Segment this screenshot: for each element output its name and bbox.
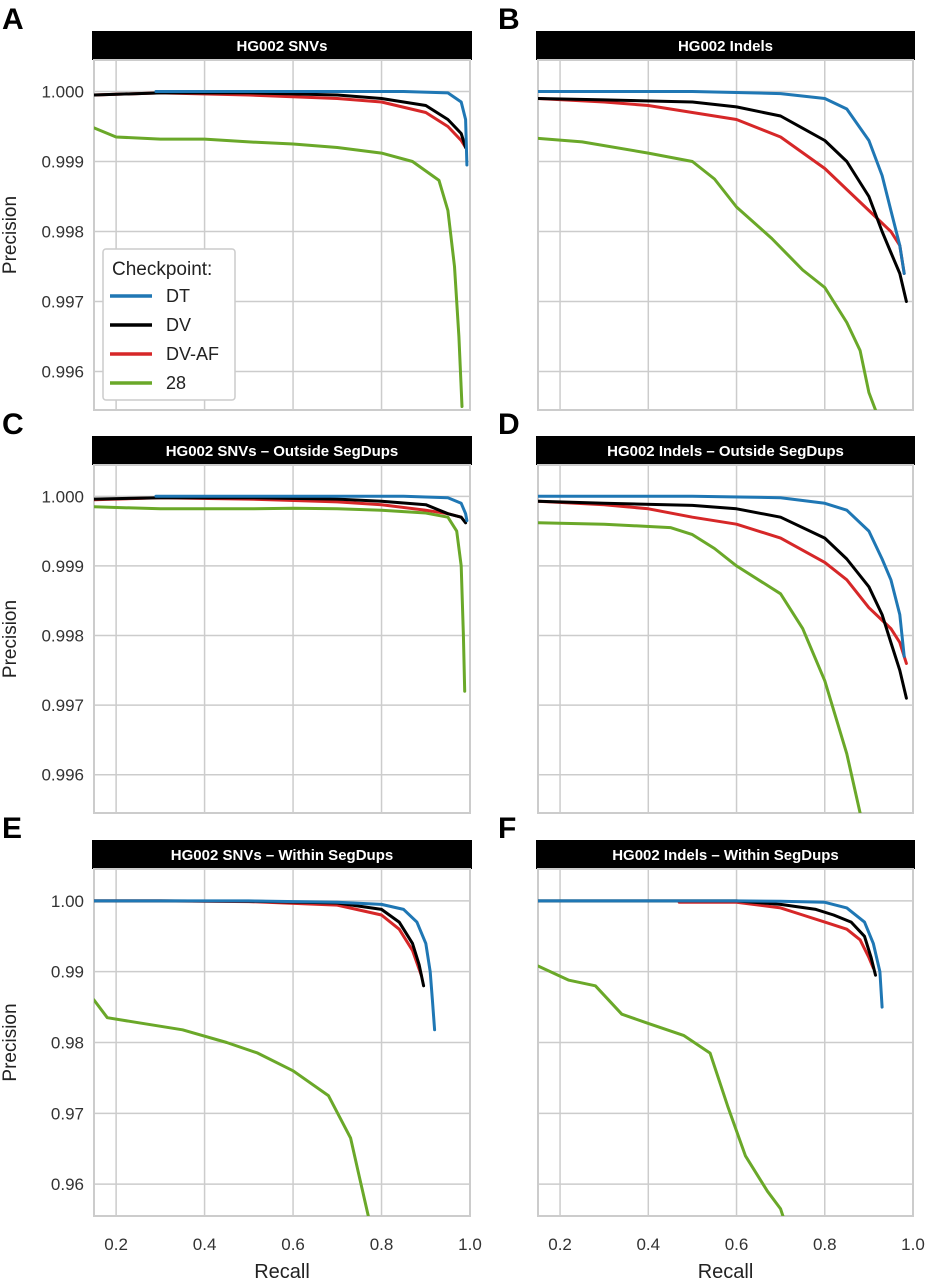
plot-frame: [537, 868, 914, 1217]
series-line-dv-af: [538, 97, 906, 275]
panel-title: HG002 SNVs – Within SegDups: [171, 847, 393, 864]
panel-letter: B: [498, 3, 520, 36]
panel-title-bar: [536, 840, 915, 869]
plot-frame: [537, 59, 914, 411]
x-axis-label: Recall: [254, 1261, 310, 1280]
panel-title: HG002 SNVs: [237, 38, 328, 55]
x-tick-label: 0.6: [281, 1235, 305, 1254]
series-line-dt: [538, 90, 906, 275]
y-tick-label: 0.996: [41, 766, 84, 785]
y-axis-label: Precision: [0, 1003, 21, 1081]
panel-e: E HG002 SNVs – Within SegDups 0.96 0.97 0.98…: [0, 812, 482, 1280]
panel-d: D HG002 Indels – Outside SegDups: [498, 408, 915, 814]
series-line-dv: [538, 499, 908, 700]
panel-letter: C: [2, 408, 24, 441]
x-tick-label: 0.2: [104, 1235, 128, 1254]
x-tick-label: 0.4: [636, 1235, 660, 1254]
legend-label: DT: [166, 286, 190, 306]
y-tick-label: 0.99: [51, 963, 84, 982]
plot-frame: [93, 464, 471, 814]
y-tick-label: 0.998: [41, 223, 84, 242]
y-tick-label: 0.999: [41, 557, 84, 576]
panel-letter: A: [2, 3, 24, 36]
y-tick-label: 0.96: [51, 1175, 84, 1194]
series-line-28: [538, 964, 785, 1216]
panel-a: A HG002 SNVs 0.996 0.997 0.998 0.999 1.000 Prec…: [0, 3, 472, 411]
y-tick-label: 0.996: [41, 363, 84, 382]
y-tick-label: 1.00: [51, 892, 84, 911]
y-tick-label: 0.97: [51, 1104, 84, 1123]
x-tick-label: 0.2: [548, 1235, 572, 1254]
x-tick-label: 0.8: [813, 1235, 837, 1254]
panel-title-bar: [536, 436, 915, 465]
panel-title: HG002 SNVs – Outside SegDups: [166, 443, 399, 460]
panel-title: HG002 Indels: [678, 38, 773, 55]
series-line-dt: [94, 899, 437, 1032]
plot-frame: [93, 59, 471, 411]
legend-box: [102, 248, 236, 401]
legend-label: 28: [166, 373, 186, 393]
series-line-28: [94, 505, 467, 693]
legend: Checkpoint: DT DV DV-AF 28: [102, 248, 236, 401]
x-tick-label: 0.4: [193, 1235, 217, 1254]
y-tick-label: 0.998: [41, 627, 84, 646]
series-line-dv: [538, 97, 908, 303]
legend-label: DV: [166, 315, 191, 335]
panel-letter: F: [498, 812, 516, 845]
y-tick-label: 0.999: [41, 153, 84, 172]
y-tick-label: 0.98: [51, 1034, 84, 1053]
series-line-dv-af: [677, 900, 875, 970]
x-tick-label: 0.6: [725, 1235, 749, 1254]
series-line-dt: [538, 494, 906, 658]
panel-c: C HG002 SNVs – Outside SegDups 0.996 0.997 0…: [0, 408, 472, 814]
panel-b: B HG002 Indels: [498, 3, 915, 411]
x-tick-label: 1.0: [458, 1235, 482, 1254]
series-line-dv-af: [538, 499, 908, 665]
panel-title: HG002 Indels – Outside SegDups: [607, 443, 844, 460]
plot-frame: [537, 464, 914, 814]
x-tick-label: 1.0: [901, 1235, 925, 1254]
legend-label: DV-AF: [166, 344, 219, 364]
panel-f: F HG002 Indels – Within SegDups 0.2 0.4 0.6 0…: [498, 812, 925, 1280]
series-line-dt: [154, 494, 469, 523]
series-line-28: [94, 126, 464, 408]
panel-letter: D: [498, 408, 520, 441]
series-line-28: [538, 521, 862, 813]
x-tick-label: 0.8: [370, 1235, 394, 1254]
y-tick-label: 1.000: [41, 83, 84, 102]
panel-letter: E: [2, 812, 22, 845]
series-line-dt: [154, 90, 469, 167]
y-tick-label: 1.000: [41, 487, 84, 506]
series-line-dv-af: [94, 899, 423, 977]
y-axis-label: Precision: [0, 196, 21, 274]
panel-title-bar: [92, 436, 472, 465]
panel-title-bar: [536, 31, 915, 60]
series-line-28: [538, 136, 877, 410]
panel-title: HG002 Indels – Within SegDups: [612, 847, 839, 864]
y-axis-label: Precision: [0, 600, 21, 678]
series-line-28: [94, 998, 370, 1216]
y-tick-label: 0.997: [41, 293, 84, 312]
x-axis-label: Recall: [698, 1261, 754, 1280]
legend-title: Checkpoint:: [112, 259, 212, 280]
panel-title-bar: [92, 840, 472, 869]
y-tick-label: 0.997: [41, 696, 84, 715]
plot-frame: [93, 868, 471, 1217]
series-line-dt: [538, 899, 884, 1009]
panel-title-bar: [92, 31, 472, 60]
